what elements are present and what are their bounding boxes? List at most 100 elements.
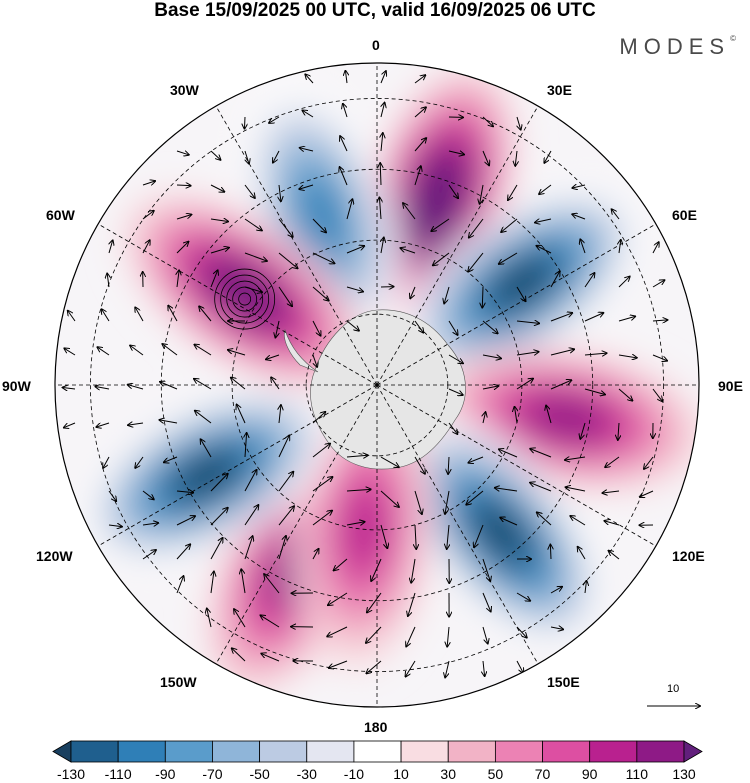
- wind-vector: [130, 346, 144, 356]
- wind-vector: [275, 320, 280, 337]
- wind-vector: [380, 163, 381, 186]
- wind-vector: [495, 488, 518, 492]
- colorbar-bin: [212, 740, 261, 763]
- wind-vector: [483, 660, 485, 676]
- latitude-circle: [231, 239, 523, 531]
- latitude-circle: [160, 168, 594, 602]
- wind-vector: [201, 439, 212, 458]
- wind-vector: [474, 524, 484, 547]
- wind-vector: [278, 436, 289, 458]
- wind-vector: [142, 490, 154, 499]
- wind-vector: [194, 379, 212, 390]
- wind-vector: [482, 116, 493, 126]
- wind-vector: [431, 218, 450, 231]
- label-lon-60w: 60W: [46, 207, 75, 223]
- wind-vector: [539, 184, 552, 194]
- wind-vector: [346, 199, 352, 220]
- copyright-mark: ©: [730, 34, 736, 43]
- graticule: [55, 63, 699, 707]
- wind-vector: [95, 386, 110, 389]
- wind-vector: [482, 626, 488, 644]
- meridian-line: [376, 384, 539, 665]
- colorbar-low-extension: [52, 740, 72, 763]
- wind-vector: [199, 306, 212, 322]
- wind-vector: [329, 660, 348, 668]
- wind-vector: [64, 422, 76, 428]
- wind-vector: [300, 148, 314, 151]
- wind-vector: [652, 320, 667, 321]
- wind-vector: [328, 592, 348, 605]
- wind-vector: [312, 511, 332, 526]
- wind-vector: [448, 151, 464, 155]
- wind-vector: [207, 609, 212, 628]
- wind-vector: [584, 313, 603, 322]
- wind-vector: [128, 423, 144, 425]
- wind-vector: [176, 215, 191, 220]
- wind-vector: [244, 470, 256, 492]
- colorbar-bin: [636, 740, 685, 763]
- wind-vector: [550, 349, 574, 356]
- wind-vector: [618, 316, 635, 322]
- wind-vector: [176, 242, 188, 254]
- wind-vector: [584, 273, 594, 288]
- wind-vector: [278, 472, 293, 492]
- wind-vector: [565, 457, 586, 460]
- wind-vector: [63, 387, 76, 389]
- wind-vector: [278, 218, 293, 237]
- colorbar: [52, 740, 703, 763]
- wind-vector: [346, 522, 365, 525]
- wind-vector: [403, 203, 416, 220]
- wind-vector: [278, 286, 292, 306]
- wind-vector: [482, 386, 498, 389]
- wind-vector: [142, 181, 155, 186]
- wind-vector: [447, 524, 449, 549]
- wind-vector: [602, 491, 620, 493]
- wind-vector: [499, 449, 518, 458]
- negative-anomaly-pacific-east: [76, 384, 337, 567]
- wind-vector: [278, 252, 297, 268]
- wind-vector: [618, 277, 630, 288]
- wind-vector: [346, 286, 363, 292]
- wind-vector: [160, 420, 178, 423]
- wind-vector: [619, 240, 621, 254]
- wind-vector: [468, 456, 484, 463]
- wind-vector: [550, 545, 551, 560]
- wind-vector: [232, 648, 246, 662]
- wind-vector: [400, 248, 416, 254]
- wind-vector: [414, 75, 425, 84]
- wind-vector: [273, 150, 280, 163]
- wind-vector: [266, 354, 280, 359]
- wind-vector: [380, 524, 387, 548]
- wind-vector: [411, 558, 416, 583]
- wind-vector: [177, 270, 179, 288]
- wind-vector: [164, 456, 178, 462]
- colorbar-bin: [117, 740, 166, 763]
- wind-vector: [414, 166, 421, 186]
- wind-vector: [414, 490, 422, 514]
- wind-vector: [108, 525, 122, 527]
- wind-vector: [644, 456, 654, 469]
- wind-vector: [278, 536, 286, 560]
- wind-vector: [516, 321, 539, 323]
- meridian-line: [215, 105, 378, 386]
- wind-vector: [346, 320, 359, 331]
- wind-vector: [537, 246, 552, 254]
- wind-vector: [210, 474, 228, 492]
- wind-vector: [468, 252, 484, 272]
- wind-vector: [448, 422, 457, 434]
- wind-vector: [466, 490, 484, 505]
- wind-vector: [269, 116, 280, 123]
- colorbar-bin: [70, 740, 119, 763]
- wind-vector: [517, 116, 521, 130]
- wind-vector: [245, 433, 247, 458]
- wind-vector: [406, 660, 416, 677]
- label-lon-120w: 120W: [36, 548, 73, 564]
- wind-vector: [176, 151, 189, 155]
- wind-vector: [312, 218, 326, 232]
- colorbar-tick-label: 30: [440, 766, 457, 782]
- wind-vector: [447, 626, 449, 647]
- wind-vector: [176, 544, 190, 560]
- wind-vector: [480, 184, 484, 204]
- wind-vector: [516, 286, 526, 301]
- label-lon-180: 180: [364, 719, 388, 735]
